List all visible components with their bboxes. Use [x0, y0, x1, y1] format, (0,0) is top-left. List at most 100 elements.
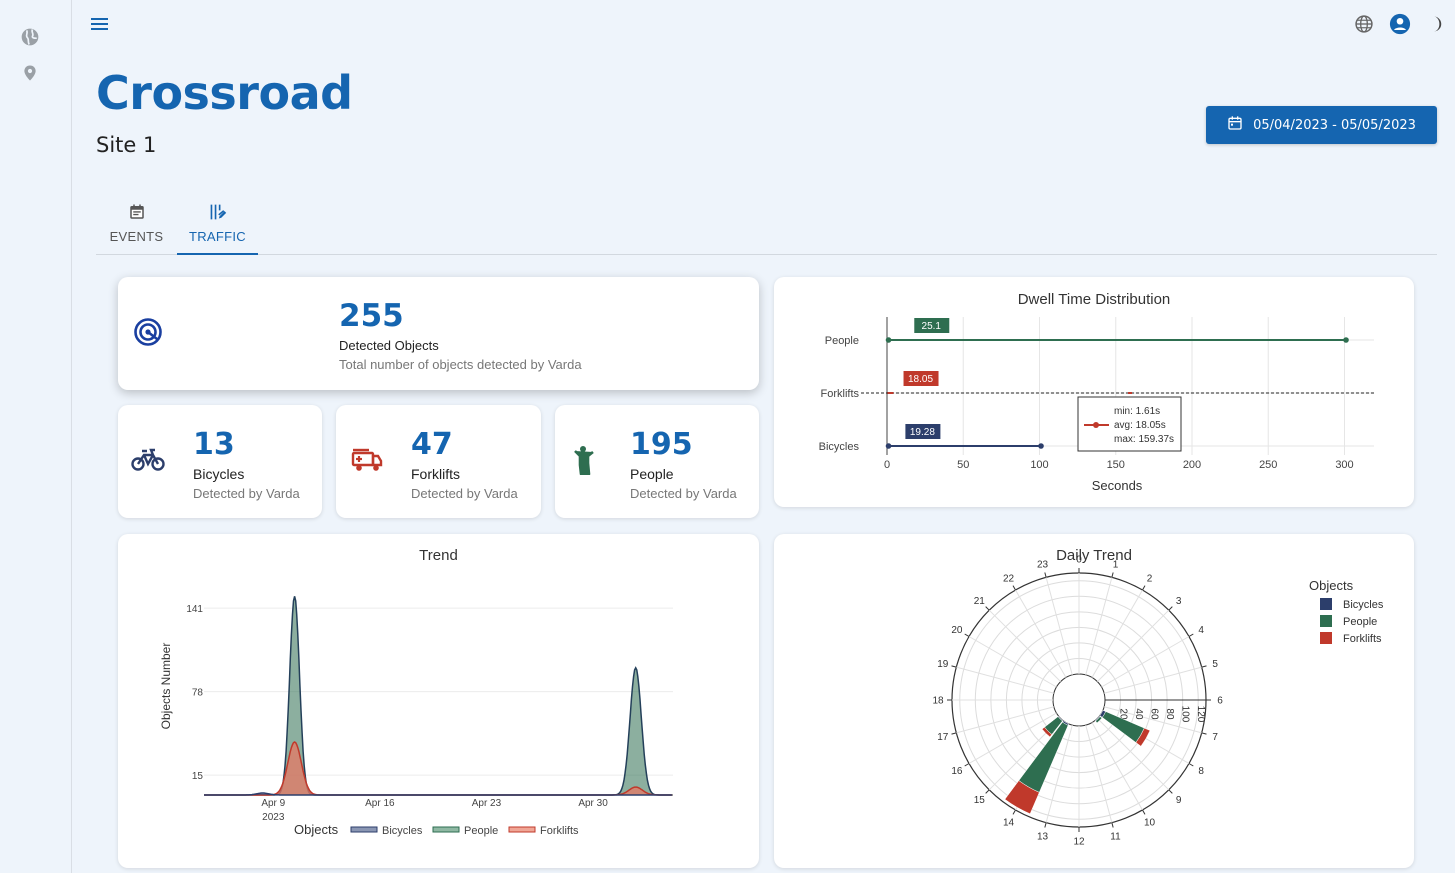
- polar-bar-forklifts-hour-14: [1004, 780, 1040, 815]
- radial-tick-label: 40: [1133, 708, 1144, 720]
- calendar-icon: [1227, 115, 1243, 135]
- people-area: [204, 596, 673, 795]
- x-tick-label: 100: [1030, 459, 1048, 471]
- tab-traffic[interactable]: TRAFFIC: [177, 194, 258, 255]
- x-tick-label: 50: [957, 459, 969, 471]
- angular-tick: [1012, 585, 1016, 591]
- trend-chart[interactable]: 15 78 141 Apr 9 2023 Apr 16 Apr 23 Apr 30 Object…: [118, 534, 759, 868]
- radial-tick-label: 20: [1118, 708, 1129, 720]
- bicycles-card: 13 Bicycles Detected by Varda: [118, 405, 322, 518]
- legend-label-bicycles: Bicycles: [1343, 599, 1384, 611]
- radial-tick-label: 60: [1149, 708, 1160, 720]
- hour-label: 20: [951, 625, 963, 636]
- dwell-time-chart[interactable]: 0 50 100 150 200 250 300 People Forklifts Bicycle…: [774, 277, 1414, 507]
- angular-tick: [1201, 665, 1207, 668]
- x-tick-label: 0: [884, 459, 890, 471]
- angular-tick: [1188, 633, 1194, 637]
- globe-icon[interactable]: [19, 26, 41, 48]
- total-objects-label: Detected Objects: [339, 338, 439, 353]
- angular-tick: [1142, 585, 1146, 591]
- angular-gridline: [956, 706, 1055, 734]
- calendar-icon: [128, 201, 146, 223]
- total-objects-value: 255: [339, 298, 404, 334]
- x-tick-label: Apr 23: [472, 798, 502, 809]
- people-value: 195: [630, 427, 693, 462]
- x-tick-label: Apr 16: [365, 798, 395, 809]
- angular-gridline: [1085, 724, 1113, 823]
- hour-label: 2: [1147, 573, 1153, 584]
- legend-label-forklifts: Forklifts: [540, 825, 579, 837]
- x-tick-label: 2023: [262, 812, 285, 823]
- date-range-label: 05/04/2023 - 05/05/2023: [1253, 117, 1416, 133]
- side-rail: [0, 0, 72, 873]
- radial-tick-label: 100: [1180, 706, 1191, 723]
- hour-label: 17: [937, 732, 949, 743]
- angular-gridline: [1103, 706, 1202, 734]
- angular-tick: [1111, 822, 1114, 828]
- angular-tick: [964, 763, 970, 767]
- language-icon[interactable]: [1353, 13, 1375, 35]
- dwell-time-card: Dwell Time Distribution 0 50 100 150 200 250 3…: [774, 277, 1414, 507]
- dark-mode-icon[interactable]: [1425, 13, 1447, 35]
- account-icon[interactable]: [1389, 13, 1411, 35]
- forklifts-median-box: [903, 371, 939, 386]
- daily-trend-chart[interactable]: 0 123456789101112131415161718192021222320…: [774, 534, 1414, 868]
- people-line: [204, 596, 672, 796]
- people-sub: Detected by Varda: [630, 486, 737, 501]
- bicycles-median-label: 19.28: [910, 427, 935, 438]
- angular-gridline: [968, 712, 1057, 764]
- page-title: Crossroad: [96, 66, 353, 120]
- forklifts-value: 47: [411, 427, 453, 462]
- hour-label: 5: [1212, 659, 1218, 670]
- bicycles-max-point: [1038, 443, 1044, 449]
- polar-bar-forklifts-hour-8: [1135, 727, 1151, 747]
- traffic-icon: [208, 201, 228, 223]
- hour-label: 3: [1176, 596, 1182, 607]
- hour-label: 4: [1198, 625, 1204, 636]
- daily-trend-card: 0 1 2 3 4 5 6 7 8 9 10 11 12 13 14 15 16 17 18 19 20 21 22 23 20…: [774, 534, 1414, 868]
- people-label: People: [630, 466, 674, 482]
- forklifts-area: [204, 742, 673, 795]
- location-pin-icon[interactable]: [19, 62, 41, 84]
- hour-label: 23: [1037, 559, 1049, 570]
- x-tick-label: Apr 30: [578, 798, 608, 809]
- tab-events[interactable]: EVENTS: [96, 194, 177, 255]
- angular-tick: [951, 732, 957, 735]
- tab-traffic-label: TRAFFIC: [189, 229, 246, 244]
- legend-label-people: People: [464, 825, 498, 837]
- date-range-button[interactable]: 05/04/2023 - 05/05/2023: [1206, 106, 1437, 144]
- people-median-box: [914, 318, 950, 333]
- hour-label: 11: [1110, 832, 1121, 843]
- legend-swatch-people: [432, 826, 460, 833]
- hour-label: 21: [974, 596, 986, 607]
- menu-icon[interactable]: [89, 13, 111, 35]
- hour-label: 0: [1076, 555, 1082, 566]
- angular-gridline: [956, 666, 1055, 694]
- hour-label: 15: [974, 795, 986, 806]
- site-subtitle: Site 1: [96, 133, 157, 157]
- legend-label-people: People: [1343, 616, 1377, 628]
- hour-label: 13: [1037, 832, 1049, 843]
- polar-bar-people-hour-9: [1095, 716, 1103, 724]
- angular-tick: [1142, 809, 1146, 815]
- x-tick-label: Apr 9: [261, 798, 285, 809]
- trend-chart-title: Trend: [419, 547, 458, 564]
- x-tick-label: 250: [1259, 459, 1277, 471]
- dwell-chart-title: Dwell Time Distribution: [1017, 291, 1171, 308]
- angular-tick: [1168, 789, 1173, 794]
- y-tick-label: 141: [186, 604, 203, 615]
- angular-gridline: [1097, 718, 1170, 791]
- total-objects-card: 255 Detected Objects Total number of obj…: [118, 277, 759, 390]
- legend-label-bicycles: Bicycles: [382, 825, 423, 837]
- hour-label: 8: [1198, 766, 1204, 777]
- category-label: People: [825, 335, 859, 347]
- legend-swatch-forklifts: [1320, 632, 1332, 644]
- angular-gridline: [1091, 589, 1143, 678]
- legend-swatch-forklifts: [508, 826, 536, 833]
- bicycles-median-box: [905, 424, 941, 439]
- hour-label: 16: [951, 766, 963, 777]
- hour-label: 1: [1113, 559, 1119, 570]
- angular-gridline: [1085, 577, 1113, 676]
- legend-swatch-people: [1320, 615, 1332, 627]
- angular-tick: [985, 789, 990, 794]
